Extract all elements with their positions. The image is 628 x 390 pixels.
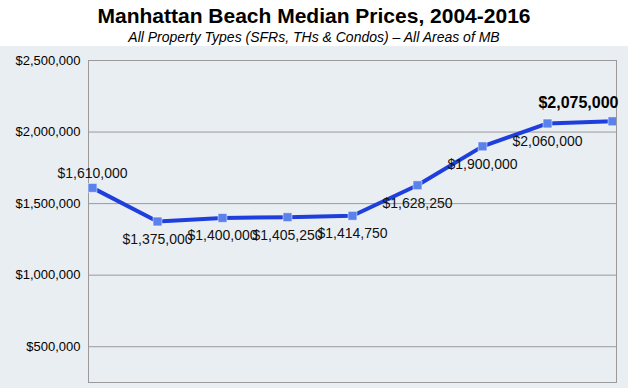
svg-text:$1,405,250: $1,405,250 [252,227,322,243]
html-text:All Property Types (SFRs, THs: All Property Types (SFRs, THs & Condos) … [128,29,500,45]
svg-text:$2,075,000: $2,075,000 [538,94,618,111]
svg-text:$2,000,000: $2,000,000 [15,124,80,139]
svg-text:$1,400,000: $1,400,000 [187,227,257,243]
svg-text:$1,628,250: $1,628,250 [382,195,452,211]
svg-text:$500,000: $500,000 [26,339,80,354]
svg-text:$2,500,000: $2,500,000 [15,53,80,68]
html-text:Manhattan Beach Median Prices,: Manhattan Beach Median Prices, 2004-2016 [97,4,531,27]
svg-text:$1,414,750: $1,414,750 [317,225,387,241]
svg-text:$1,900,000: $1,900,000 [447,156,517,172]
svg-text:$2,075,000: $2,075,000 [613,139,618,141]
svg-text:$1,500,000: $1,500,000 [15,196,80,211]
svg-text:$2,060,000: $2,060,000 [512,133,582,149]
svg-text:$1,000,000: $1,000,000 [15,267,80,282]
svg-text:$1,375,000: $1,375,000 [122,231,192,247]
svg-text:$1,610,000: $1,610,000 [57,165,127,181]
